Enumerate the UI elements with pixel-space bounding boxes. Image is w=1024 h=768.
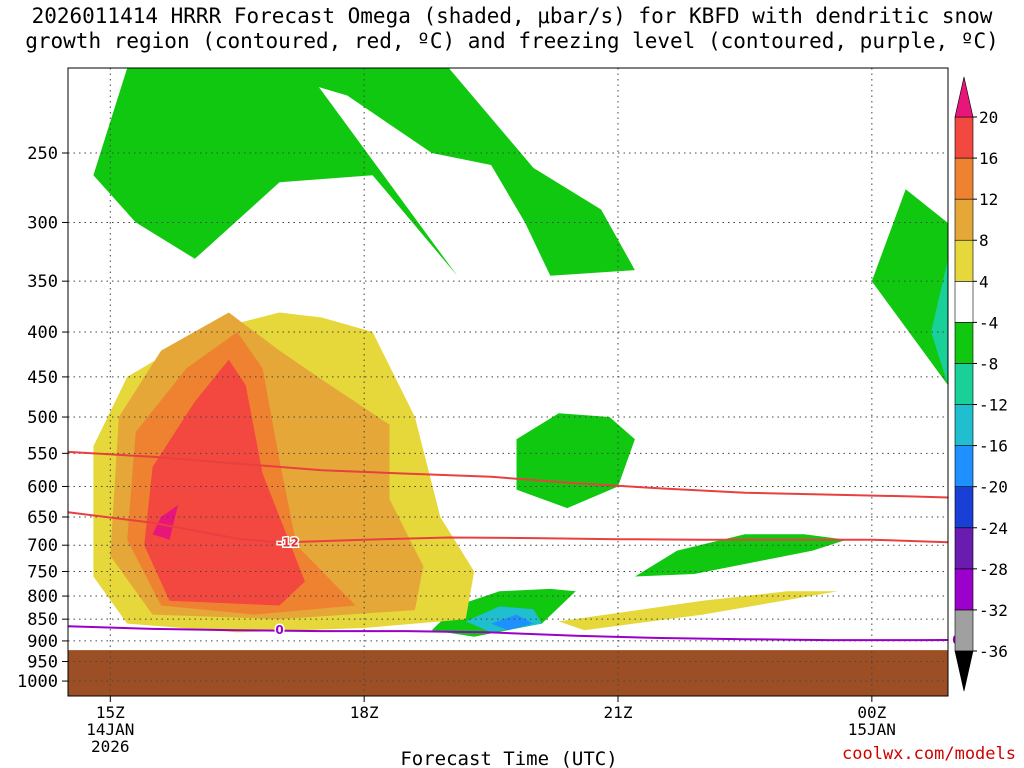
- colorbar-label: -36: [979, 642, 1008, 661]
- colorbar-label: -8: [979, 354, 998, 373]
- colorbar-label: 20: [979, 108, 998, 127]
- omega-shading: [93, 68, 948, 637]
- omega-region: [558, 591, 838, 631]
- y-tick-label: 250: [27, 144, 58, 164]
- terrain-fill: [68, 650, 948, 696]
- omega-region: [931, 258, 948, 386]
- colorbar-swatch: [954, 281, 974, 323]
- colorbar-swatch: [954, 568, 974, 611]
- colorbar-swatch: [954, 157, 974, 200]
- colorbar-label: 8: [979, 231, 989, 250]
- omega-region: [871, 189, 948, 386]
- colorbar-swatch: [954, 116, 974, 159]
- omega-region: [491, 614, 534, 631]
- colorbar-swatch: [954, 486, 974, 529]
- y-tick-label: 500: [27, 408, 58, 428]
- x-tick-label: 15Z: [96, 703, 125, 722]
- colorbar-swatch: [954, 363, 974, 405]
- x-tick-label: 14JAN: [86, 720, 134, 739]
- colorbar-label: 12: [979, 190, 998, 209]
- chart-title: 2026011414 HRRR Forecast Omega (shaded, …: [0, 4, 1024, 54]
- colorbar-swatch: [954, 527, 974, 570]
- colorbar-swatch: [954, 445, 974, 487]
- contour-label: 0: [275, 623, 283, 637]
- y-tick-label: 850: [27, 610, 58, 630]
- omega-region: [254, 68, 635, 276]
- x-tick-label: 18Z: [350, 703, 379, 722]
- y-tick-label: 300: [27, 213, 58, 233]
- colorbar-label: -20: [979, 478, 1008, 497]
- colorbar-label: -24: [979, 519, 1008, 538]
- colorbar-swatch: [954, 609, 974, 652]
- colorbar-label: -28: [979, 560, 1008, 579]
- x-axis: 15Z14JAN202618Z21Z00Z15JAN03Z06Z: [86, 696, 896, 756]
- y-tick-label: 550: [27, 444, 58, 464]
- y-tick-label: 400: [27, 323, 58, 343]
- contour-lines: [68, 450, 948, 642]
- y-tick-label: 600: [27, 477, 58, 497]
- colorbar-under-arrow: [954, 650, 974, 692]
- omega-region: [152, 505, 178, 540]
- colorbar: 20 16 12 8 4 -4 -8 -12 -16 -20 -24 -28 -32 -36: [954, 76, 1008, 692]
- freezing-level-line: [68, 625, 948, 642]
- y-axis: 2503003504004505005506006507007508008509…: [17, 144, 68, 692]
- colorbar-label: -4: [979, 313, 998, 332]
- y-tick-label: 800: [27, 587, 58, 607]
- x-tick-label: 2026: [91, 737, 130, 756]
- x-tick-label: 00Z: [857, 703, 886, 722]
- plot-frame: [67, 67, 949, 697]
- y-tick-label: 950: [27, 653, 58, 673]
- y-tick-label: 650: [27, 508, 58, 528]
- colorbar-label: -12: [979, 396, 1008, 415]
- colorbar-over-arrow: [954, 76, 974, 118]
- omega-region: [634, 534, 847, 577]
- colorbar-swatch: [954, 239, 974, 282]
- colorbar-swatch: [954, 322, 974, 364]
- y-tick-label: 900: [27, 632, 58, 652]
- y-tick-label: 350: [27, 272, 58, 292]
- credit-text: coolwx.com/models: [842, 744, 1016, 764]
- omega-region: [93, 68, 458, 276]
- y-tick-label: 450: [27, 368, 58, 388]
- x-tick-label: 21Z: [604, 703, 633, 722]
- colorbar-label: -32: [979, 601, 1008, 620]
- title-line-2: growth region (contoured, red, ºC) and f…: [25, 29, 999, 53]
- omega-region: [516, 413, 635, 509]
- colorbar-label: 16: [979, 149, 998, 168]
- dendritic-upper-line: [68, 450, 948, 499]
- dendritic-lower-line: [68, 511, 948, 544]
- colorbar-swatch: [954, 404, 974, 446]
- omega-region: [144, 359, 305, 606]
- y-tick-label: 750: [27, 562, 58, 582]
- x-tick-label: 15JAN: [848, 720, 896, 739]
- colorbar-swatch: [954, 198, 974, 241]
- x-axis-label: Forecast Time (UTC): [400, 748, 617, 768]
- colorbar-label: 4: [979, 272, 989, 291]
- y-tick-label: 700: [27, 536, 58, 556]
- colorbar-label: -16: [979, 437, 1008, 456]
- y-tick-label: 1000: [17, 672, 58, 692]
- grid-lines: [68, 68, 948, 696]
- title-line-1: 2026011414 HRRR Forecast Omega (shaded, …: [31, 4, 993, 28]
- contour-label: -12: [277, 535, 299, 549]
